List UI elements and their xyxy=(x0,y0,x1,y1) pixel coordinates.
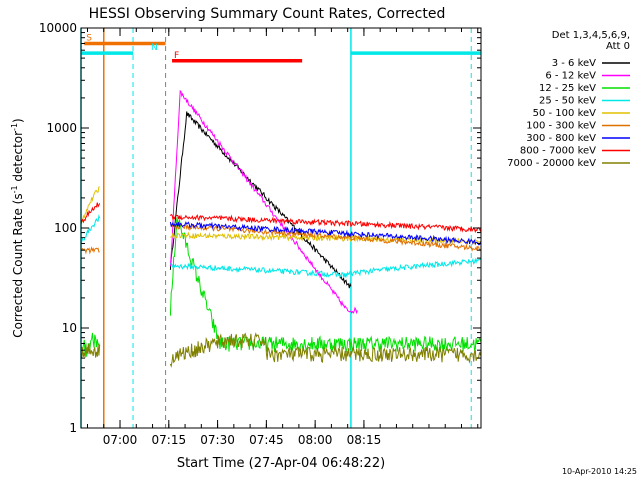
flag-label-1: N xyxy=(151,43,158,53)
y-tick-label-1: 10 xyxy=(62,321,77,335)
legend-label-8: 7000 - 20000 keV xyxy=(507,158,596,169)
x-axis-label: Start Time (27-Apr-04 06:48:22) xyxy=(177,456,385,471)
series-line-6 xyxy=(169,221,482,246)
series-line-0 xyxy=(169,111,352,289)
footer-date: 10-Apr-2010 14:25 xyxy=(562,467,637,476)
legend-label-0: 3 - 6 keV xyxy=(552,58,596,69)
flag-label-0: S xyxy=(86,33,92,43)
y-tick-label-0: 1 xyxy=(69,421,77,435)
series-line-8 xyxy=(80,332,482,368)
y-tick-label-4: 10000 xyxy=(39,21,77,35)
y-tick-label-3: 1000 xyxy=(46,121,77,135)
series-line-5 xyxy=(80,222,482,255)
legend-label-3: 25 - 50 keV xyxy=(539,96,596,107)
legend-label-1: 6 - 12 keV xyxy=(545,71,596,82)
chart-title: HESSI Observing Summary Count Rates, Cor… xyxy=(89,6,446,22)
legend-label-5: 100 - 300 keV xyxy=(526,121,596,132)
x-tick-label-2: 08:00 xyxy=(298,433,333,447)
plot-frame xyxy=(80,27,482,429)
series-line-4 xyxy=(80,186,482,246)
y-axis-label: Corrected Count Rate (s-1 detector-1) xyxy=(10,118,25,337)
flag-label-3: F xyxy=(174,51,179,61)
x-tick-label-4: 07:45 xyxy=(249,433,284,447)
x-tick-label-3: 07:15 xyxy=(152,433,187,447)
legend-title-0: Det 1,3,4,5,6,9, xyxy=(552,30,630,41)
plot-area: S N F xyxy=(80,28,482,428)
legend-label-6: 300 - 800 keV xyxy=(526,133,596,144)
y-tick-label-2: 100 xyxy=(54,221,77,235)
legend-label-4: 50 - 100 keV xyxy=(533,108,597,119)
legend-label-2: 12 - 25 keV xyxy=(539,83,596,94)
series-line-1 xyxy=(169,89,358,315)
legend-label-7: 800 - 7000 keV xyxy=(520,146,596,157)
x-tick-label-0: 07:00 xyxy=(103,433,138,447)
x-tick-label-1: 07:30 xyxy=(200,433,235,447)
series-line-7 xyxy=(80,202,482,234)
legend: Det 1,3,4,5,6,9,Att 0 3 - 6 keV 6 - 12 keV… xyxy=(507,30,630,169)
x-tick-label-5: 08:15 xyxy=(347,433,382,447)
legend-title-1: Att 0 xyxy=(606,41,630,52)
series-line-3 xyxy=(80,214,482,279)
axes: 1 10 100 1000 10000 07:00 07:30 08:00 07:15 07:45… xyxy=(39,21,482,447)
